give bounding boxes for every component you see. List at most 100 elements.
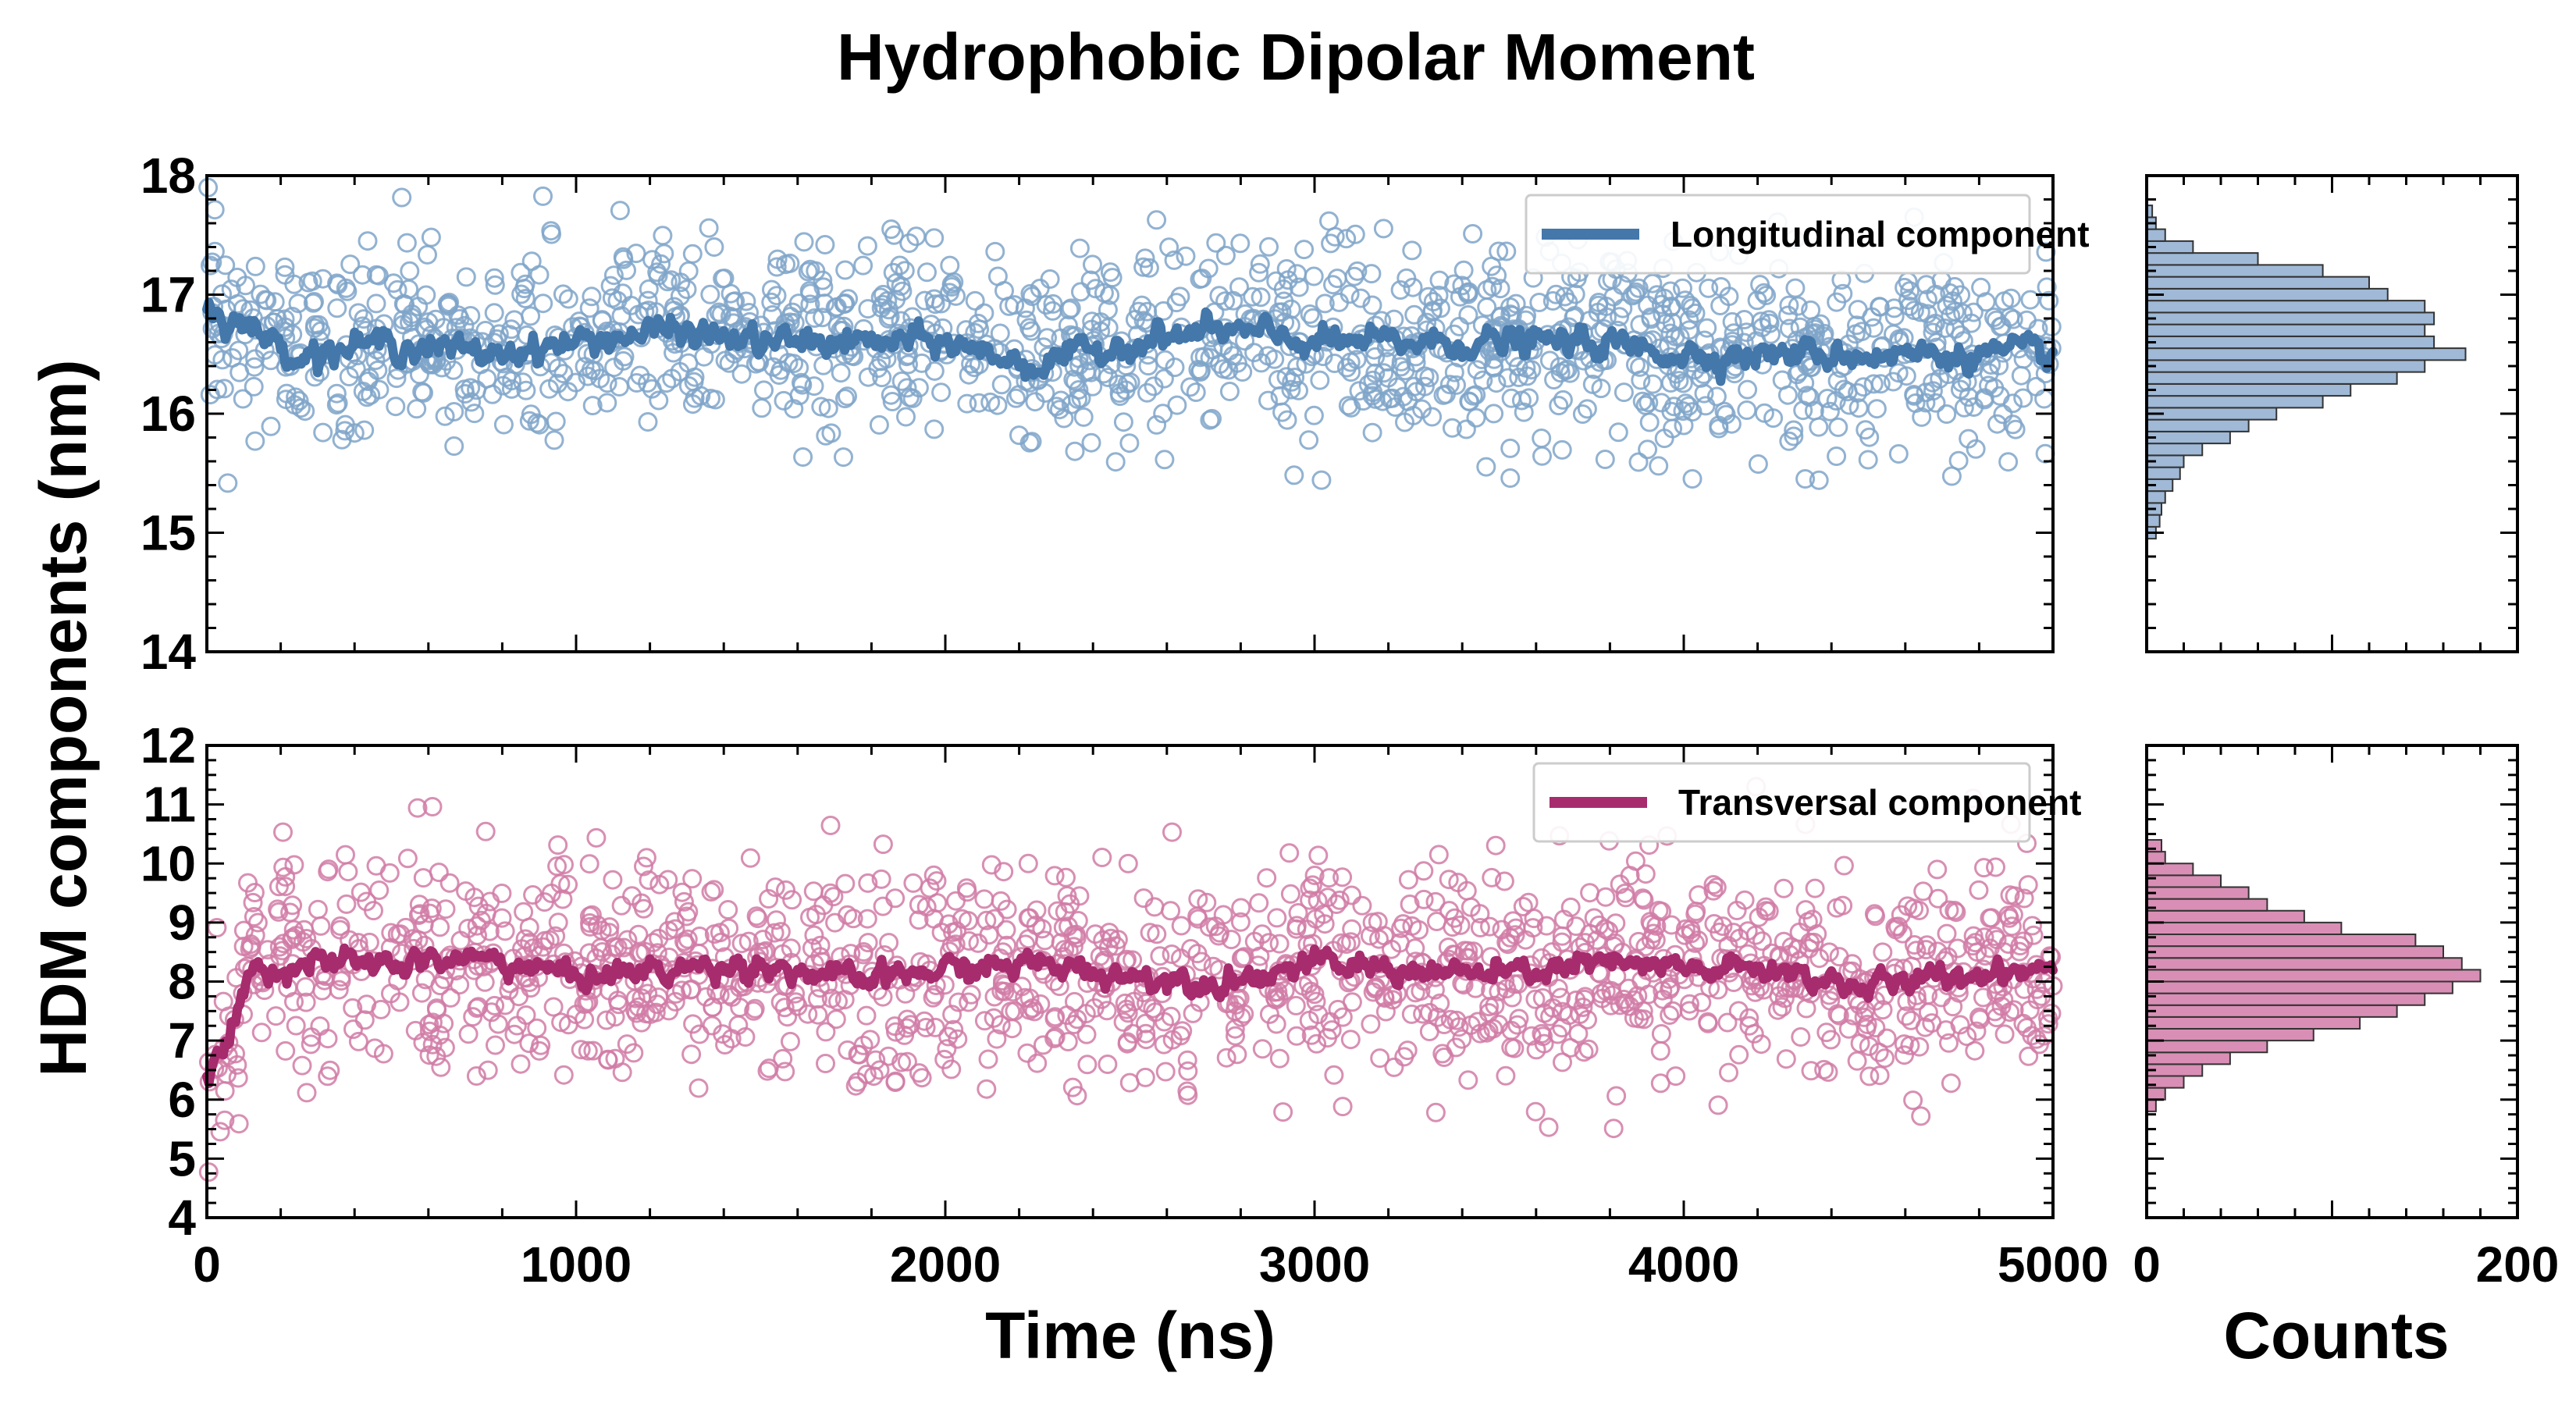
scatter-point — [261, 350, 281, 371]
scatter-point — [974, 303, 994, 323]
scatter-point — [1884, 306, 1905, 326]
scatter-point — [759, 889, 779, 909]
scatter-point — [1801, 300, 1821, 320]
scatter-point — [1752, 931, 1772, 951]
scatter-point — [1319, 211, 1339, 231]
scatter-point — [1785, 278, 1806, 298]
scatter-point — [261, 416, 281, 436]
scatter-point — [1345, 224, 1365, 244]
scatter-point — [1560, 1037, 1581, 1058]
scatter-point — [639, 279, 659, 299]
scatter-point — [558, 382, 578, 402]
longitudinal-histogram — [2145, 174, 2519, 653]
scatter-point — [1477, 297, 1497, 318]
scatter-point — [1847, 315, 1866, 336]
scatter-point — [582, 396, 603, 416]
scatter-point — [1229, 277, 1249, 297]
scatter-point — [1251, 287, 1271, 308]
scatter-point — [816, 1054, 835, 1073]
scatter-point — [803, 881, 824, 902]
scatter-point — [1899, 297, 1920, 316]
scatter-point — [1799, 387, 1820, 407]
scatter-point — [198, 1162, 219, 1183]
legend-box — [1525, 194, 2031, 275]
scatter-point — [1115, 380, 1136, 400]
scatter-point — [825, 912, 845, 933]
scatter-point — [674, 891, 694, 912]
scatter-point — [1941, 1073, 1961, 1094]
scatter-point — [383, 273, 404, 293]
scatter-point — [1206, 233, 1226, 253]
scatter-point — [1147, 210, 1167, 230]
scatter-point — [1937, 404, 1957, 424]
scatter-point — [1414, 366, 1435, 386]
scatter-point — [858, 873, 878, 893]
scatter-point — [1280, 884, 1300, 904]
scatter-point — [551, 1012, 571, 1033]
scatter-point — [456, 267, 476, 287]
histogram-bar — [2146, 1075, 2185, 1089]
scatter-point — [1544, 370, 1564, 389]
scatter-point — [961, 354, 981, 374]
scatter-point — [1178, 1061, 1198, 1081]
scatter-point — [533, 186, 553, 206]
scatter-point — [798, 261, 818, 282]
scatter-point — [332, 429, 352, 450]
scatter-point — [682, 244, 703, 264]
scatter-point — [857, 236, 877, 256]
scatter-point — [1027, 1053, 1048, 1073]
scatter-point — [1597, 307, 1617, 327]
scatter-point — [579, 298, 600, 318]
scatter-point — [1341, 932, 1361, 952]
scatter-point — [1788, 296, 1808, 316]
scatter-point — [1496, 241, 1517, 261]
scatter-point — [1332, 867, 1353, 887]
scatter-point — [873, 834, 893, 855]
scatter-point — [1363, 382, 1383, 403]
scatter-point — [942, 1005, 962, 1025]
histogram-bar — [2146, 490, 2166, 504]
scatter-point — [1660, 323, 1681, 343]
scatter-point — [1100, 262, 1120, 283]
longitudinal-histogram-bars — [2146, 205, 2467, 540]
scatter-point — [1300, 981, 1321, 1001]
scatter-point — [1397, 1040, 1418, 1061]
scatter-point — [1470, 918, 1490, 937]
scatter-point — [1373, 219, 1393, 239]
scatter-point — [543, 997, 564, 1017]
scatter-point — [1049, 400, 1069, 420]
scatter-point — [870, 1060, 890, 1080]
scatter-point — [700, 284, 720, 304]
scatter-point — [311, 321, 331, 341]
scatter-point — [1719, 1062, 1738, 1083]
scatter-point — [386, 368, 407, 389]
scatter-point — [609, 377, 629, 397]
scatter-point — [780, 253, 800, 273]
scatter-point — [415, 317, 435, 337]
scatter-point — [974, 1011, 994, 1031]
scatter-point — [229, 1114, 249, 1134]
scatter-point — [994, 862, 1014, 882]
scatter-point — [1548, 979, 1568, 998]
scatter-point — [312, 980, 333, 1001]
scatter-point — [1779, 431, 1799, 451]
scatter-point — [1429, 845, 1449, 865]
scatter-point — [614, 249, 634, 269]
scatter-point — [310, 1016, 330, 1037]
scatter-point — [906, 226, 927, 247]
scatter-point — [925, 294, 945, 315]
scatter-point — [553, 1065, 574, 1085]
scatter-point — [1591, 379, 1611, 399]
scatter-point — [1453, 260, 1474, 280]
scatter-point — [1913, 881, 1934, 902]
scatter-point — [450, 308, 470, 329]
scatter-point — [411, 983, 432, 1003]
scatter-point — [1856, 420, 1876, 440]
scatter-point — [1219, 382, 1240, 401]
scatter-point — [869, 414, 889, 435]
scatter-point — [1829, 1005, 1849, 1026]
scatter-point — [1496, 1065, 1516, 1086]
scatter-point — [1436, 384, 1456, 404]
scatter-point — [1365, 347, 1386, 367]
scatter-point — [485, 275, 505, 295]
